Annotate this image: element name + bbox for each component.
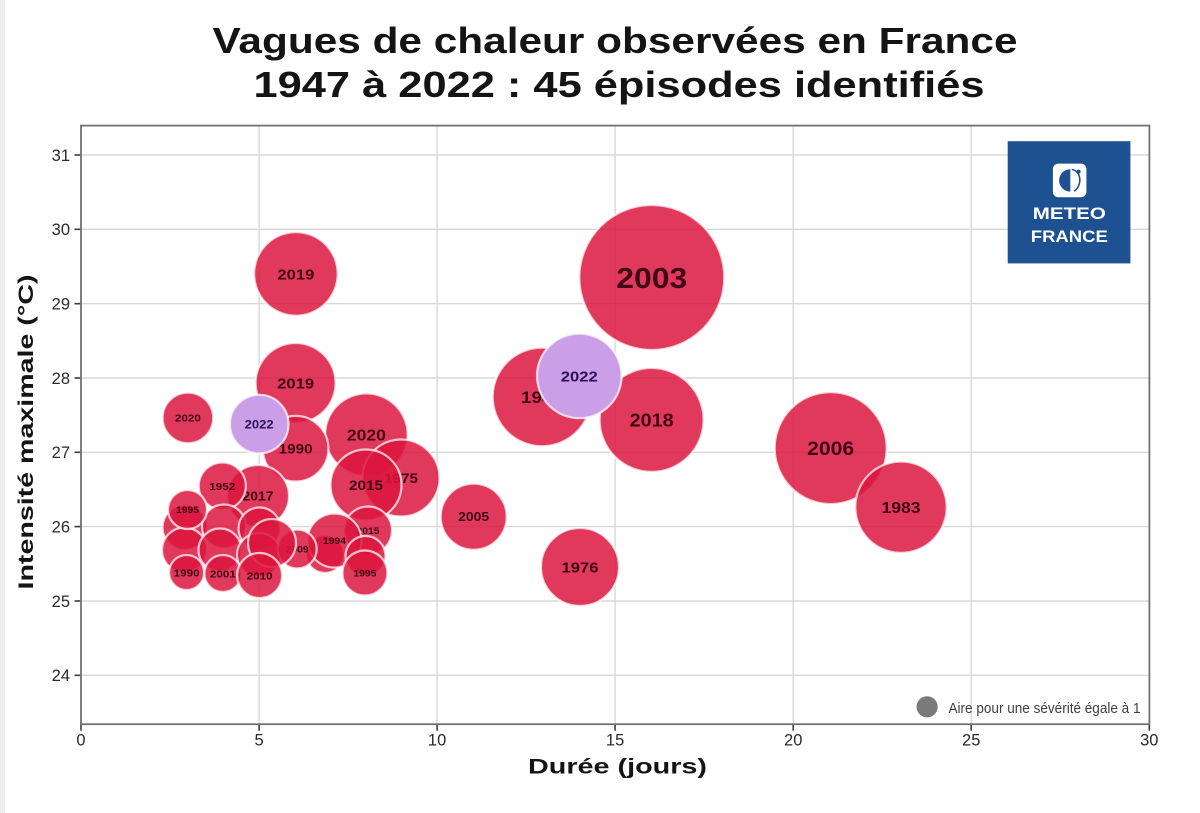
svg-text:Aire pour une sévérité égale à: Aire pour une sévérité égale à 1 bbox=[949, 700, 1141, 717]
svg-text:2010: 2010 bbox=[247, 570, 273, 582]
svg-text:1990: 1990 bbox=[174, 567, 200, 579]
svg-text:0: 0 bbox=[76, 732, 85, 750]
svg-text:28: 28 bbox=[52, 370, 70, 388]
svg-text:20: 20 bbox=[784, 732, 802, 750]
svg-text:2022: 2022 bbox=[245, 417, 274, 431]
svg-text:2006: 2006 bbox=[807, 439, 854, 460]
svg-text:26: 26 bbox=[52, 518, 70, 536]
svg-text:1995: 1995 bbox=[176, 505, 200, 516]
svg-text:Intensité maximale (°C): Intensité maximale (°C) bbox=[14, 275, 38, 590]
svg-text:1994: 1994 bbox=[323, 536, 347, 547]
svg-text:2019: 2019 bbox=[277, 266, 314, 283]
svg-text:25: 25 bbox=[52, 593, 70, 611]
svg-text:2015: 2015 bbox=[357, 526, 381, 537]
svg-text:2018: 2018 bbox=[630, 410, 674, 430]
svg-text:2022: 2022 bbox=[561, 368, 598, 385]
svg-text:1952: 1952 bbox=[209, 481, 235, 493]
svg-text:15: 15 bbox=[606, 732, 624, 750]
svg-text:2020: 2020 bbox=[347, 428, 386, 445]
svg-text:FRANCE: FRANCE bbox=[1031, 227, 1108, 246]
svg-text:2001: 2001 bbox=[210, 568, 236, 580]
svg-text:29: 29 bbox=[52, 296, 70, 314]
svg-text:25: 25 bbox=[962, 732, 980, 750]
svg-text:31: 31 bbox=[52, 147, 70, 165]
svg-text:1947 à 2022 : 45 épisodes iden: 1947 à 2022 : 45 épisodes identifiés bbox=[254, 64, 985, 105]
svg-text:30: 30 bbox=[52, 221, 70, 239]
svg-text:27: 27 bbox=[52, 444, 70, 462]
svg-text:24: 24 bbox=[52, 667, 70, 685]
svg-text:2017: 2017 bbox=[243, 490, 274, 504]
svg-text:2019: 2019 bbox=[277, 375, 314, 392]
svg-text:2005: 2005 bbox=[458, 510, 489, 524]
svg-text:2009: 2009 bbox=[286, 544, 309, 555]
svg-text:1976: 1976 bbox=[562, 559, 599, 576]
svg-text:1995: 1995 bbox=[353, 568, 377, 579]
svg-text:1990: 1990 bbox=[279, 441, 313, 457]
svg-text:METEO: METEO bbox=[1033, 204, 1106, 223]
svg-text:Durée (jours): Durée (jours) bbox=[528, 755, 707, 779]
svg-text:5: 5 bbox=[255, 732, 264, 750]
svg-text:2020: 2020 bbox=[175, 413, 201, 425]
svg-text:10: 10 bbox=[428, 732, 446, 750]
svg-text:1983: 1983 bbox=[882, 500, 921, 517]
svg-text:2003: 2003 bbox=[616, 263, 687, 295]
svg-text:Vagues de chaleur observées en: Vagues de chaleur observées en France bbox=[213, 20, 1018, 61]
svg-text:2015: 2015 bbox=[349, 477, 383, 493]
svg-text:30: 30 bbox=[1140, 732, 1158, 750]
